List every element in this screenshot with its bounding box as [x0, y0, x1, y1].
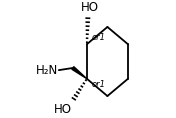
Text: HO: HO: [81, 1, 99, 14]
Text: or1: or1: [91, 33, 105, 42]
Text: HO: HO: [54, 103, 72, 116]
Text: or1: or1: [91, 80, 105, 89]
Polygon shape: [72, 67, 87, 79]
Text: H₂N: H₂N: [36, 64, 58, 77]
